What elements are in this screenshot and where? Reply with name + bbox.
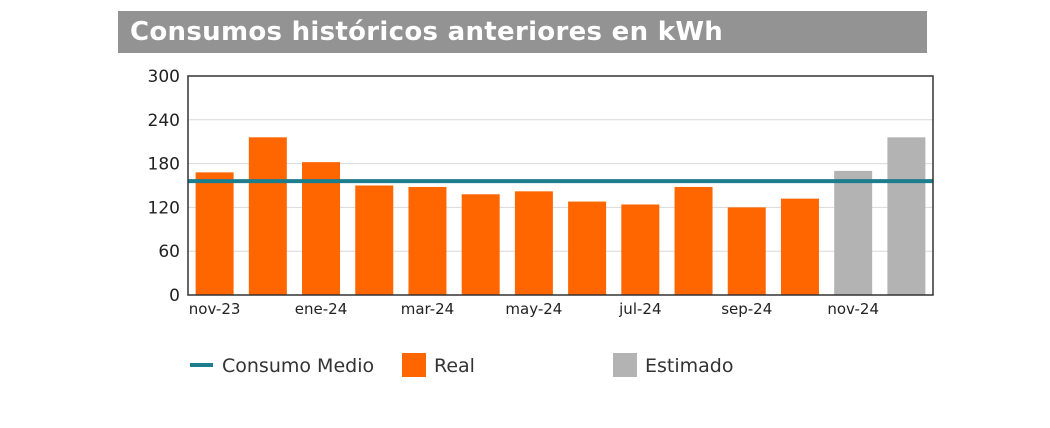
bar-ene-24 [302,162,341,295]
bar-may-24 [514,191,553,295]
bar-jul-24 [621,204,660,295]
x-tick-label-jul-24: jul-24 [618,300,661,318]
x-tick-label-may-24: may-24 [505,300,562,318]
bar-nov-24 [834,170,873,295]
x-tick-label-nov-23: nov-23 [189,300,241,318]
bar-dic-24 [887,137,926,295]
x-tick-label-sep-24: sep-24 [721,300,772,318]
x-tick-label-mar-24: mar-24 [401,300,455,318]
bars-layer [195,137,926,295]
grid-layer [188,119,933,252]
legend-real-label: Real [434,355,475,377]
chart-title: Consumos históricos anteriores en kWh [130,17,724,47]
x-tick-label-nov-24: nov-24 [827,300,879,318]
x-tick-label-ene-24: ene-24 [295,300,347,318]
y-tick-label-0: 0 [169,286,180,306]
y-tick-label-120: 120 [148,198,180,218]
bar-feb-24 [355,185,394,295]
axis-layer: 0 60 120 180 240 300 nov-23 ene-24 mar-24 may-24 j… [148,67,934,318]
bar-sep-24 [727,207,766,295]
y-tick-label-60: 60 [158,242,180,262]
legend-estimado-label: Estimado [645,355,733,377]
bar-dic-23 [248,137,287,295]
y-tick-label-180: 180 [148,155,180,175]
legend-consumo-medio-label: Consumo Medio [222,355,374,377]
bar-abr-24 [461,194,500,295]
plot-frame [187,75,934,296]
y-tick-label-300: 300 [148,67,180,87]
bar-ago-24 [674,186,713,295]
bar-jun-24 [568,201,607,295]
chart-title-bar: Consumos históricos anteriores en kWh [118,11,927,53]
bar-nov-23 [195,172,234,295]
bar-oct-24 [780,198,819,295]
legend-real-swatch [402,353,426,377]
legend-estimado-swatch [613,353,637,377]
y-tick-label-240: 240 [148,111,180,131]
legend: Consumo Medio Real Estimado [190,353,733,377]
bar-mar-24 [408,186,447,295]
